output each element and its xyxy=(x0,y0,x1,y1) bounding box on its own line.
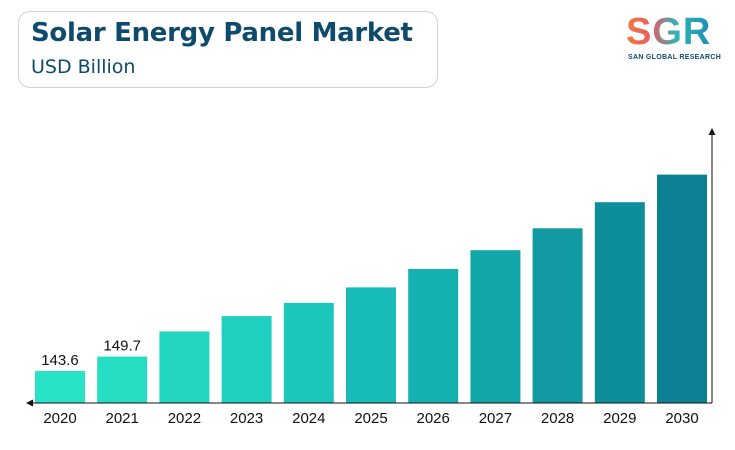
x-tick-label: 2026 xyxy=(417,410,450,427)
title-box: Solar Energy Panel Market USD Billion xyxy=(18,11,438,88)
bar-2021 xyxy=(97,356,148,403)
x-tick-label: 2023 xyxy=(230,410,263,427)
bar-2027 xyxy=(470,250,521,403)
x-tick-label: 2029 xyxy=(603,410,636,427)
y-axis-arrow xyxy=(708,128,716,135)
bar-2025 xyxy=(346,287,396,403)
x-tick-label: 2025 xyxy=(354,410,387,427)
x-tick-label: 2030 xyxy=(665,410,698,427)
x-tick-label: 2021 xyxy=(106,410,139,427)
bar-2028 xyxy=(532,228,583,403)
chart-subtitle: USD Billion xyxy=(31,56,136,78)
data-label: 143.6 xyxy=(41,352,79,369)
x-tick-label: 2022 xyxy=(168,410,201,427)
bar-2029 xyxy=(594,202,645,403)
brand-logo: SGR SAN GLOBAL RESEARCH xyxy=(622,12,722,64)
bar-2022 xyxy=(159,331,210,403)
bar-2020 xyxy=(35,371,85,403)
logo-mark: SGR xyxy=(626,11,712,53)
x-tick-label: 2027 xyxy=(479,410,512,427)
x-tick-label: 2024 xyxy=(292,410,325,427)
x-axis-arrow xyxy=(26,399,33,407)
x-tick-label: 2020 xyxy=(43,410,76,427)
x-tick-label: 2028 xyxy=(541,410,574,427)
bar-2023 xyxy=(221,316,272,403)
bar-2024 xyxy=(283,302,334,403)
bar-2026 xyxy=(408,269,459,403)
logo-name: SAN GLOBAL RESEARCH xyxy=(628,54,722,61)
chart-title: Solar Energy Panel Market xyxy=(31,18,413,48)
bar-2030 xyxy=(657,174,707,403)
data-label: 149.7 xyxy=(103,338,141,355)
